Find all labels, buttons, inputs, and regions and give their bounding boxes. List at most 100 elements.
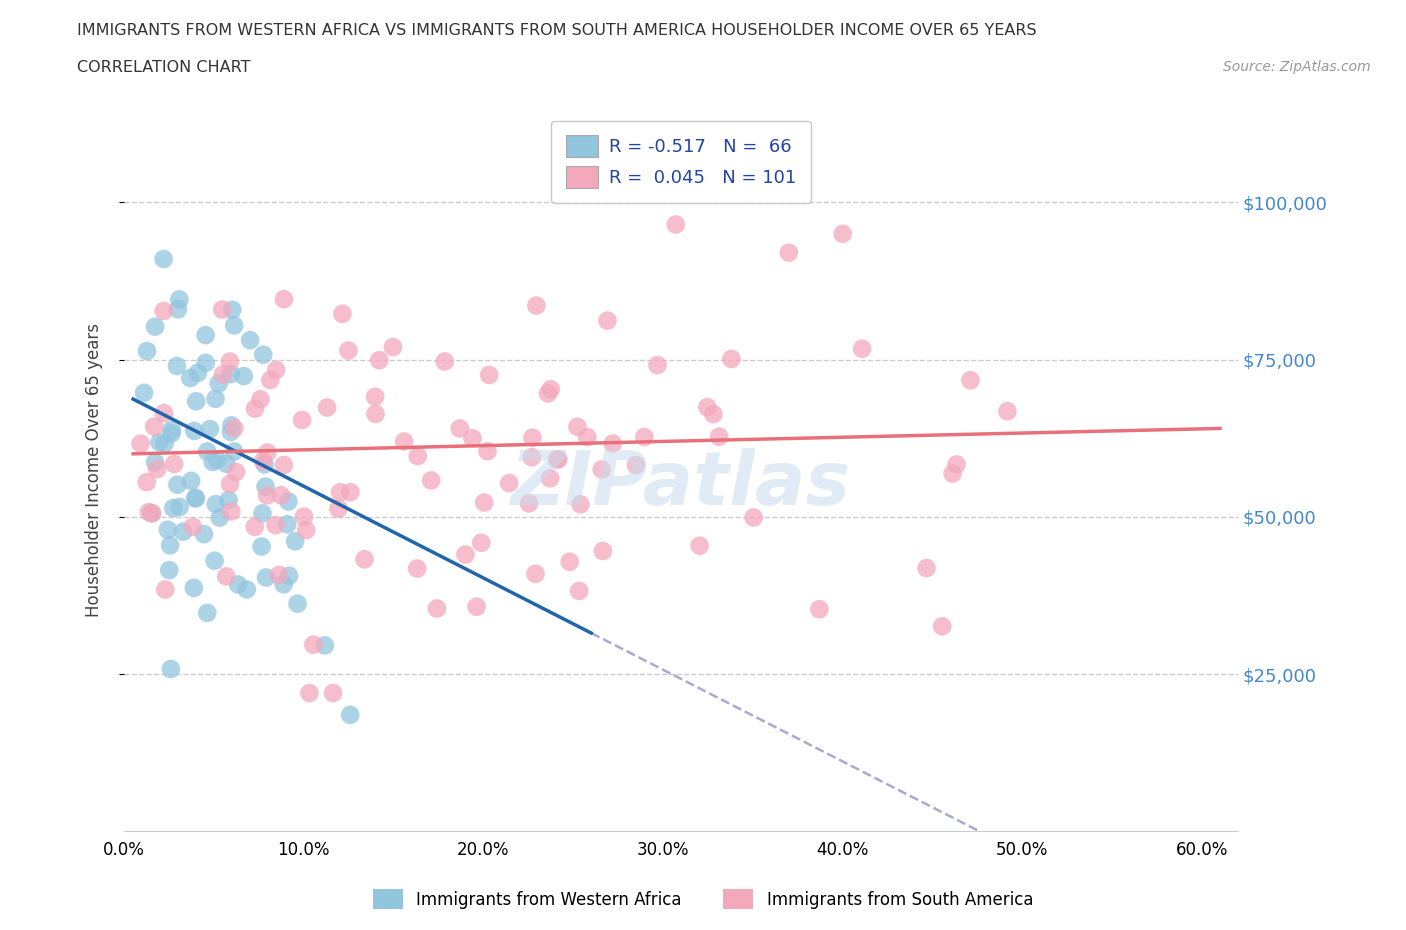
Point: [224, 444, 246, 458]
Point: [433, 354, 456, 369]
Point: [195, 605, 218, 620]
Point: [204, 392, 226, 406]
Point: [160, 426, 183, 441]
Point: [392, 434, 415, 449]
Point: [132, 385, 155, 400]
Point: [243, 401, 266, 416]
Point: [267, 567, 290, 582]
Point: [221, 418, 243, 432]
Point: [254, 479, 277, 494]
Point: [253, 457, 276, 472]
Point: [198, 421, 221, 436]
Point: [420, 473, 443, 488]
Point: [180, 473, 202, 488]
Text: Source: ZipAtlas.com: Source: ZipAtlas.com: [1223, 60, 1371, 74]
Point: [449, 421, 471, 436]
Point: [689, 538, 711, 553]
Point: [204, 553, 226, 568]
Point: [215, 569, 238, 584]
Point: [219, 424, 242, 439]
Point: [166, 477, 188, 492]
Point: [328, 501, 350, 516]
Point: [524, 566, 547, 581]
Point: [517, 496, 540, 511]
Point: [239, 333, 262, 348]
Point: [524, 299, 547, 313]
Point: [194, 327, 217, 342]
Point: [339, 485, 361, 499]
Point: [915, 561, 938, 576]
Point: [339, 708, 361, 723]
Point: [576, 430, 599, 445]
Point: [602, 436, 624, 451]
Point: [959, 373, 981, 388]
Point: [295, 523, 318, 538]
Point: [292, 509, 315, 524]
Point: [141, 506, 163, 521]
Point: [219, 476, 242, 491]
Point: [477, 444, 499, 458]
Point: [212, 367, 235, 382]
Point: [264, 518, 287, 533]
Point: [148, 435, 170, 450]
Point: [284, 534, 307, 549]
Point: [226, 577, 249, 591]
Point: [236, 582, 259, 597]
Point: [540, 381, 562, 396]
Point: [221, 504, 243, 519]
Point: [215, 457, 238, 472]
Point: [179, 370, 201, 385]
Point: [778, 246, 800, 260]
Point: [277, 494, 299, 509]
Text: IMMIGRANTS FROM WESTERN AFRICA VS IMMIGRANTS FROM SOUTH AMERICA HOUSEHOLDER INCO: IMMIGRANTS FROM WESTERN AFRICA VS IMMIGR…: [77, 23, 1038, 38]
Point: [252, 506, 274, 521]
Point: [596, 313, 619, 328]
Point: [406, 448, 429, 463]
Point: [520, 450, 543, 465]
Point: [547, 452, 569, 467]
Point: [146, 461, 169, 476]
Point: [136, 343, 159, 358]
Text: CORRELATION CHART: CORRELATION CHART: [77, 60, 250, 75]
Point: [298, 685, 321, 700]
Point: [160, 661, 183, 676]
Point: [273, 458, 295, 472]
Point: [287, 596, 309, 611]
Point: [160, 422, 183, 437]
Point: [256, 488, 278, 503]
Point: [569, 497, 592, 512]
Point: [194, 355, 217, 370]
Point: [707, 430, 730, 445]
Point: [138, 505, 160, 520]
Point: [647, 358, 669, 373]
Point: [162, 500, 184, 515]
Point: [851, 341, 873, 356]
Point: [538, 471, 561, 485]
Point: [591, 462, 613, 477]
Point: [153, 405, 176, 420]
Point: [273, 292, 295, 307]
Point: [129, 436, 152, 451]
Text: ZIPatlas: ZIPatlas: [510, 447, 851, 521]
Point: [478, 367, 501, 382]
Point: [152, 303, 174, 318]
Point: [159, 538, 181, 552]
Point: [264, 363, 287, 378]
Point: [329, 485, 352, 499]
Point: [537, 386, 560, 401]
Point: [273, 577, 295, 591]
Point: [252, 454, 274, 469]
Point: [163, 457, 186, 472]
Point: [353, 551, 375, 566]
Point: [945, 457, 967, 472]
Point: [208, 376, 231, 391]
Point: [184, 490, 207, 505]
Point: [522, 431, 544, 445]
Point: [219, 366, 242, 381]
Point: [169, 292, 191, 307]
Point: [470, 536, 492, 551]
Point: [243, 520, 266, 535]
Point: [461, 431, 484, 445]
Point: [702, 406, 724, 421]
Point: [249, 392, 271, 406]
